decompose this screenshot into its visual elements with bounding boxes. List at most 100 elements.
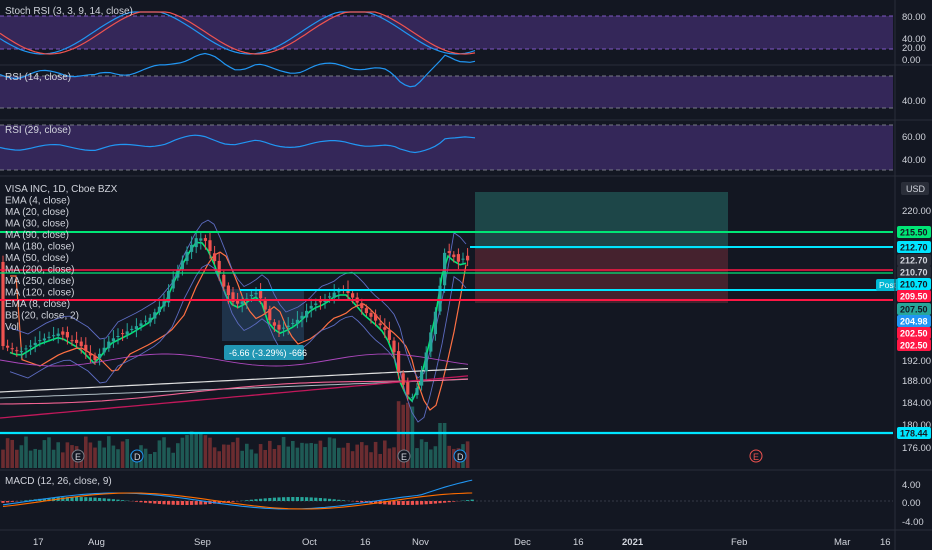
macd-hist-bar bbox=[452, 501, 456, 502]
legend-item[interactable]: MA (200, close) bbox=[5, 265, 74, 276]
volume-bar bbox=[15, 449, 19, 468]
candle-body bbox=[360, 303, 364, 309]
candle-body bbox=[33, 342, 37, 346]
legend-item[interactable]: EMA (4, close) bbox=[5, 196, 70, 207]
macd-hist-bar bbox=[406, 501, 410, 505]
volume-bar bbox=[369, 452, 373, 468]
candle-body bbox=[6, 345, 10, 348]
macd-hist-bar bbox=[70, 497, 74, 501]
macd-hist-bar bbox=[392, 501, 396, 505]
candle-body bbox=[438, 285, 442, 312]
price-label: 209.50 bbox=[900, 292, 928, 302]
volume-bar bbox=[383, 440, 387, 468]
volume-bar bbox=[56, 442, 60, 468]
price-label: 212.70 bbox=[900, 256, 928, 266]
volume-bar bbox=[24, 436, 28, 468]
volume-bar bbox=[33, 448, 37, 468]
time-tick: 2021 bbox=[622, 537, 644, 548]
legend-item[interactable]: MA (180, close) bbox=[5, 242, 74, 253]
volume-bar bbox=[180, 437, 185, 468]
candle-body bbox=[328, 296, 332, 298]
candle-body bbox=[167, 291, 171, 303]
rsi29-tick-60: 60.00 bbox=[902, 132, 926, 143]
candle-body bbox=[401, 373, 405, 385]
event-earnings-upcoming-icon[interactable] bbox=[749, 449, 763, 463]
legend-item[interactable]: Vol bbox=[5, 322, 19, 333]
event-dividend-icon[interactable] bbox=[453, 449, 467, 463]
macd-line bbox=[2, 479, 473, 510]
price-label-bg bbox=[897, 266, 931, 278]
stoch-tick-40: 40.00 bbox=[902, 34, 926, 45]
macd-hist-bar bbox=[438, 501, 442, 504]
stoch-tick-20: 20.00 bbox=[902, 43, 926, 54]
legend-item[interactable]: MA (20, close) bbox=[5, 207, 69, 218]
legend-item[interactable]: MA (50, close) bbox=[5, 253, 69, 264]
svg-text:E: E bbox=[753, 452, 759, 462]
candle-body bbox=[98, 353, 102, 359]
macd-hist-bar bbox=[176, 501, 180, 505]
candle-body bbox=[194, 238, 198, 248]
volume-bar bbox=[212, 447, 217, 468]
legend-item[interactable]: MA (120, close) bbox=[5, 288, 74, 299]
macd-hist-bar bbox=[245, 500, 249, 501]
volume-bar bbox=[327, 437, 332, 468]
volume-bar bbox=[130, 453, 134, 468]
event-earnings-icon[interactable] bbox=[71, 449, 85, 463]
event-markers[interactable]: E D E D E bbox=[71, 449, 763, 463]
time-axis[interactable]: 17 Aug Sep Oct 16 Nov Dec 16 2021 Feb Ma… bbox=[33, 537, 891, 548]
candle-body bbox=[88, 353, 92, 356]
candle-body bbox=[387, 330, 391, 340]
rsi29-pane[interactable]: RSI (29, close) 60.00 40.00 bbox=[0, 124, 932, 177]
macd-hist-bar bbox=[332, 499, 336, 501]
legend-item[interactable]: MA (250, close) bbox=[5, 276, 74, 287]
time-tick: Feb bbox=[731, 537, 747, 548]
price-label: 210.70 bbox=[900, 268, 928, 278]
macd-hist-bar bbox=[162, 501, 166, 505]
price-label: 207.50 bbox=[900, 305, 928, 315]
macd-hist-bar bbox=[286, 497, 290, 501]
stoch-k-line bbox=[0, 11, 476, 55]
price-label-bg bbox=[897, 339, 931, 351]
legend-item[interactable]: EMA (8, close) bbox=[5, 299, 70, 310]
macd-hist-bar bbox=[139, 501, 143, 503]
svg-text:D: D bbox=[134, 452, 141, 462]
candle-body bbox=[29, 345, 33, 347]
macd-pane[interactable]: MACD (12, 26, close, 9) 4.00 0.00 -4.00 bbox=[0, 476, 932, 531]
macd-hist-bar bbox=[93, 497, 97, 501]
volume-bar bbox=[42, 440, 47, 468]
volume-bar bbox=[341, 447, 346, 468]
time-tick: Aug bbox=[88, 537, 105, 548]
macd-hist-bar bbox=[42, 498, 46, 501]
legend-item[interactable]: BB (20, close, 2) bbox=[5, 311, 79, 322]
legend-item[interactable]: MA (90, close) bbox=[5, 230, 69, 241]
candle-body bbox=[337, 291, 341, 293]
currency-button[interactable] bbox=[901, 182, 929, 195]
candle-body bbox=[263, 300, 267, 310]
event-earnings-icon[interactable] bbox=[397, 449, 411, 463]
volume-bar bbox=[281, 436, 286, 468]
candle-body bbox=[56, 333, 60, 336]
volume-bar bbox=[5, 438, 10, 468]
macd-hist-bar bbox=[111, 499, 115, 501]
profit-zone bbox=[475, 192, 728, 249]
event-dividend-icon[interactable] bbox=[130, 449, 144, 463]
candle-body bbox=[38, 340, 42, 342]
macd-tick-neg4: -4.00 bbox=[902, 517, 924, 528]
rsi14-line bbox=[0, 52, 476, 88]
volume-bar bbox=[194, 433, 198, 468]
legend-item[interactable]: MA (30, close) bbox=[5, 219, 69, 230]
candle-body bbox=[286, 325, 290, 327]
time-tick: 17 bbox=[33, 537, 44, 548]
volume-bar bbox=[222, 444, 226, 468]
price-tick-220: 220.00 bbox=[902, 206, 931, 217]
macd-hist-bar bbox=[387, 501, 391, 505]
volume-bar bbox=[97, 440, 102, 468]
symbol-title[interactable]: VISA INC, 1D, Cboe BZX bbox=[5, 184, 118, 195]
candle-body bbox=[208, 240, 212, 251]
rsi14-pane[interactable]: RSI (14, close) 40.00 bbox=[0, 52, 932, 121]
volume-bar bbox=[323, 447, 327, 468]
